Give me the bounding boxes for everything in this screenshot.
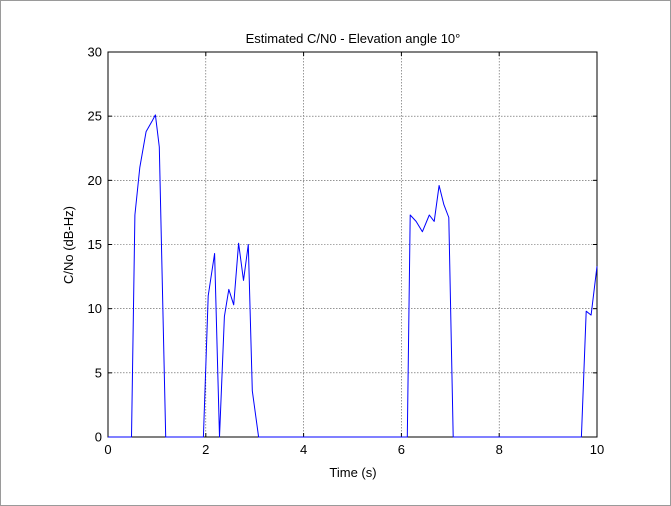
y-tick-label-4: 20 xyxy=(88,173,102,188)
axis-ticks: 0 2 4 6 8 10 0 5 10 15 20 25 30 xyxy=(88,45,605,458)
series-lines xyxy=(108,114,598,438)
x-tick-label-0: 0 xyxy=(104,442,111,457)
chart-title: Estimated C/N0 - Elevation angle 10° xyxy=(246,31,461,46)
grid-lines xyxy=(108,52,597,437)
x-tick-label-2: 4 xyxy=(300,442,307,457)
x-tick-label-3: 6 xyxy=(398,442,405,457)
x-axis-label: Time (s) xyxy=(329,465,376,480)
y-tick-label-6: 30 xyxy=(88,45,102,60)
y-tick-label-0: 0 xyxy=(95,430,102,445)
series-line-0 xyxy=(108,114,598,438)
y-tick-label-5: 25 xyxy=(88,109,102,124)
x-tick-label-4: 8 xyxy=(496,442,503,457)
y-tick-label-1: 5 xyxy=(95,365,102,380)
x-tick-label-1: 2 xyxy=(202,442,209,457)
y-tick-label-2: 10 xyxy=(88,301,102,316)
x-tick-label-5: 10 xyxy=(590,442,604,457)
y-tick-label-3: 15 xyxy=(88,237,102,252)
y-axis-label: C/No (dB-Hz) xyxy=(61,206,76,284)
